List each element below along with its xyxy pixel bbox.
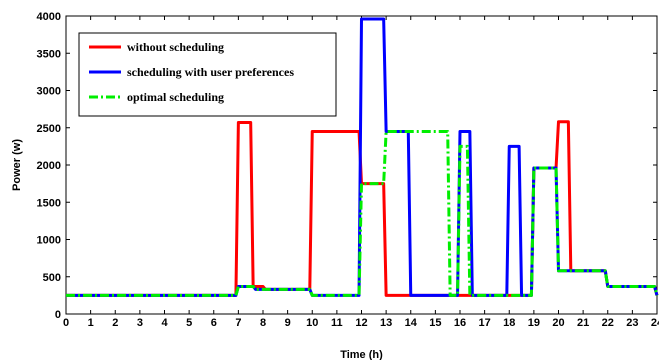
series-layer: [66, 17, 659, 297]
x-tick-label: 7: [235, 317, 241, 329]
x-tick-label: 1: [88, 317, 94, 329]
x-tick-label: 21: [577, 317, 589, 329]
legend-box: [78, 32, 337, 117]
x-tick-label: 23: [626, 317, 638, 329]
x-tick-label: 20: [552, 317, 564, 329]
x-axis-label: Time (h): [340, 349, 383, 360]
x-tick-label: 17: [479, 317, 491, 329]
x-tick-label: 24: [651, 317, 659, 329]
x-tick-label: 3: [137, 317, 143, 329]
y-tick-label: 2500: [37, 123, 61, 135]
series-line-0: [66, 120, 659, 297]
x-tick-label: 0: [63, 317, 69, 329]
y-tick-label: 2000: [37, 160, 61, 172]
y-tick-label: 4000: [37, 11, 61, 23]
x-tick-label: 2: [112, 317, 118, 329]
x-tick-label: 18: [503, 317, 515, 329]
x-tick-label: 12: [355, 317, 367, 329]
y-axis-label: Power (w): [11, 139, 23, 191]
legend-label-0: without scheduling: [127, 40, 224, 54]
x-tick-label: 9: [285, 317, 291, 329]
legend: without scheduling scheduling with user p…: [78, 32, 337, 117]
y-tick-label: 1000: [37, 235, 61, 247]
y-tick-label: 0: [55, 309, 61, 321]
y-tick-label: 3000: [37, 86, 61, 98]
x-tick-label: 19: [528, 317, 540, 329]
legend-label-1: scheduling with user preferences: [127, 65, 294, 79]
x-tick-label: 16: [454, 317, 466, 329]
legend-label-2: optimal scheduling: [127, 90, 224, 104]
x-tick-label: 15: [429, 317, 441, 329]
x-tick-label: 6: [211, 317, 217, 329]
x-tick-label: 13: [380, 317, 392, 329]
x-tick-label: 14: [405, 317, 418, 329]
x-tick-label: 10: [306, 317, 318, 329]
y-tick-label: 500: [43, 272, 61, 284]
y-tick-label: 1500: [37, 197, 61, 209]
legend-items: without scheduling scheduling with user p…: [89, 40, 294, 104]
x-axis-ticks: 0123456789101112131415161718192021222324: [63, 16, 659, 329]
x-tick-label: 5: [186, 317, 192, 329]
y-axis-ticks: 0 500 1000 1500 2000 2500 3000 3500 4000: [37, 11, 657, 321]
x-tick-label: 22: [602, 317, 614, 329]
series-line-2: [66, 129, 659, 297]
x-tick-label: 4: [161, 317, 168, 329]
x-tick-label: 11: [331, 317, 343, 329]
x-tick-label: 8: [260, 317, 266, 329]
y-tick-label: 3500: [37, 48, 61, 60]
